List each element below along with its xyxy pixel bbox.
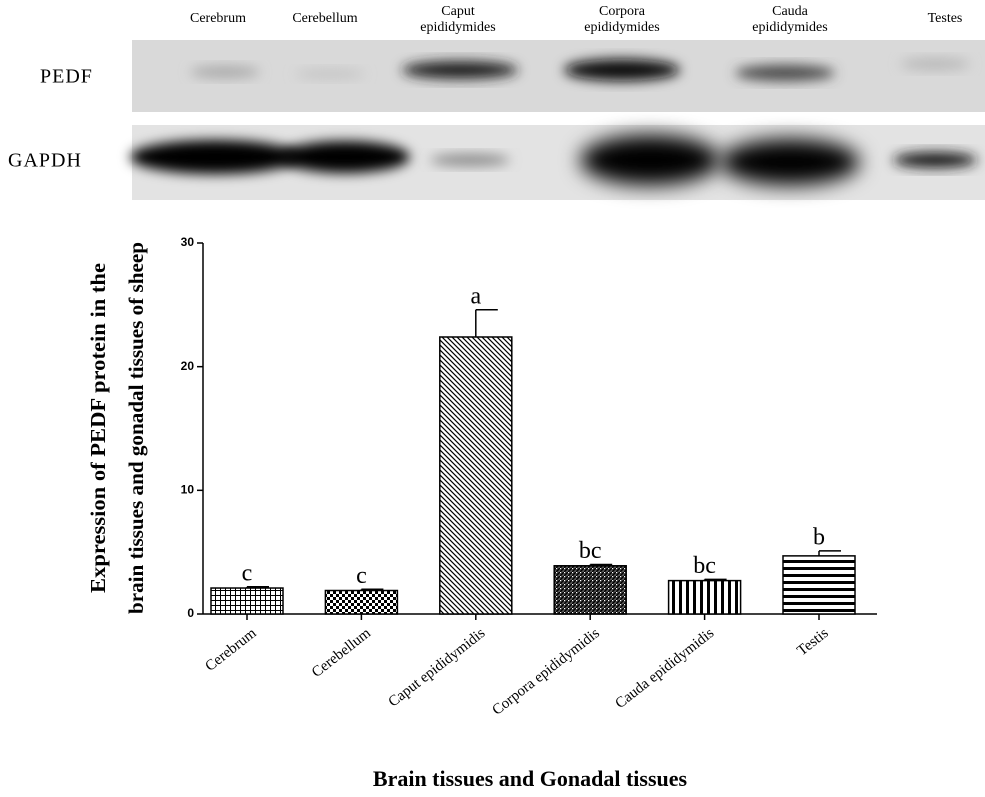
lane-label: Testes bbox=[928, 11, 963, 26]
x-tick-label: Cerebellum bbox=[309, 625, 374, 681]
bar bbox=[211, 588, 283, 614]
significance-label: c bbox=[356, 563, 367, 589]
blot-pedf bbox=[132, 40, 985, 112]
figure: PEDF GAPDH CerebrumCerebellumCaputepidid… bbox=[0, 0, 985, 797]
x-tick-label: Cerebrum bbox=[202, 625, 259, 675]
page: PEDF GAPDH CerebrumCerebellumCaputepidid… bbox=[0, 0, 985, 797]
x-tick-label: Testis bbox=[794, 625, 831, 659]
y-tick-label: 30 bbox=[181, 235, 195, 249]
lane-label: Caput bbox=[441, 4, 475, 19]
significance-label: bc bbox=[579, 538, 602, 564]
y-tick-label: 10 bbox=[181, 483, 195, 497]
bar bbox=[669, 581, 741, 614]
lane-label: Cerebellum bbox=[292, 11, 357, 26]
y-tick-label: 20 bbox=[181, 359, 195, 373]
x-tick-label: Caput epididymidis bbox=[386, 625, 489, 710]
lane-label: epididymides bbox=[420, 20, 495, 35]
bar bbox=[783, 556, 855, 614]
y-tick-label: 0 bbox=[187, 606, 194, 620]
bar bbox=[325, 591, 397, 614]
blot-gapdh bbox=[130, 125, 985, 200]
y-axis-title: Expression of PEDF protein in the bbox=[86, 263, 110, 593]
x-tick-label: Cauda epididymidis bbox=[612, 625, 717, 712]
lane-label: Cauda bbox=[772, 4, 809, 19]
lane-label: epididymides bbox=[584, 20, 659, 35]
significance-label: c bbox=[242, 560, 253, 586]
bar bbox=[554, 566, 626, 614]
significance-label: b bbox=[813, 524, 825, 550]
x-axis-title: Brain tissues and Gonadal tissues bbox=[373, 766, 688, 791]
significance-label: bc bbox=[693, 553, 716, 579]
significance-label: a bbox=[470, 283, 481, 309]
bar-chart: 0 10 20 30 Cerebrum c Cerebellum c Caput epididy… bbox=[181, 235, 877, 718]
x-tick-label: Corpora epididymidis bbox=[490, 625, 603, 719]
bar bbox=[440, 337, 512, 614]
blot-row-label: GAPDH bbox=[8, 150, 82, 172]
lane-label: epididymides bbox=[752, 20, 827, 35]
lane-label: Corpora bbox=[599, 4, 646, 19]
y-axis-title: brain tissues and gonadal tissues of she… bbox=[124, 242, 148, 614]
blot-row-label: PEDF bbox=[40, 66, 93, 88]
lane-label: Cerebrum bbox=[190, 11, 246, 26]
